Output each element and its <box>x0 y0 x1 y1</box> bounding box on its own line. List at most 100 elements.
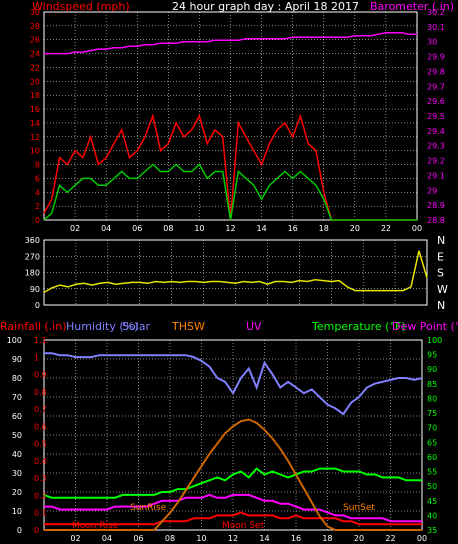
direction-panel-series <box>43 250 428 294</box>
direction-label: W <box>437 283 448 296</box>
x-tick: 04 <box>102 534 112 543</box>
y-tick-temp: 80 <box>427 394 437 403</box>
y-tick-left: 0 <box>35 216 40 225</box>
annotation-sunrise: SunRise <box>130 503 167 513</box>
y-tick-left: 28 <box>30 22 40 31</box>
series-line-thsw <box>44 511 422 526</box>
direction-label: E <box>437 250 444 263</box>
annotation-moonset: Moon Set <box>222 521 265 531</box>
series-line-solar <box>44 418 422 531</box>
y-tick-left: 10 <box>30 147 40 156</box>
y-tick: 90 <box>30 285 40 294</box>
series-line-humidity <box>44 352 423 416</box>
direction-label: S <box>437 267 444 280</box>
direction-label: N <box>437 299 445 312</box>
x-tick: 10 <box>196 534 206 543</box>
y-tick-right: 30.2 <box>427 8 445 17</box>
legend-solar: Solar <box>122 320 151 333</box>
y-tick: 0 <box>35 301 40 310</box>
x-tick: 16 <box>291 534 301 543</box>
y-tick-humidity: 40 <box>12 450 22 459</box>
x-tick: 06 <box>132 224 142 233</box>
y-tick-temp: 60 <box>427 453 437 462</box>
y-tick-rain: 0.1 <box>34 509 47 518</box>
y-tick-humidity: 50 <box>12 431 22 440</box>
y-tick-right: 29.3 <box>427 142 445 151</box>
y-tick-left: 18 <box>30 91 40 100</box>
y-tick-rain: 0.8 <box>34 388 47 397</box>
y-tick-right: 29.7 <box>427 82 445 91</box>
x-tick: 22 <box>385 534 395 543</box>
x-tick: 20 <box>350 224 360 233</box>
y-tick-humidity: 20 <box>12 488 22 497</box>
x-tick: 08 <box>165 534 175 543</box>
y-tick-right: 30 <box>427 38 437 47</box>
y-tick-rain: 0.4 <box>34 457 47 466</box>
x-tick: 12 <box>225 224 235 233</box>
y-tick-humidity: 70 <box>12 393 22 402</box>
x-tick: 20 <box>354 534 364 543</box>
series-line-temperature <box>43 467 422 499</box>
y-tick: 270 <box>25 252 40 261</box>
x-tick: 16 <box>288 224 298 233</box>
y-tick-temp: 65 <box>427 438 437 447</box>
y-tick: 180 <box>25 269 40 278</box>
legend-rainfall: Rainfall (.in) <box>0 320 67 333</box>
y-tick-left: 26 <box>30 36 40 45</box>
y-tick-temp: 75 <box>427 409 437 418</box>
annotation-moonrise: Moon Rise <box>72 521 119 531</box>
y-tick-temp: 45 <box>427 497 437 506</box>
y-tick-left: 22 <box>30 63 40 72</box>
series-line-dewpoint <box>44 493 422 523</box>
x-tick: 10 <box>194 224 204 233</box>
series-line-barometer <box>44 32 417 55</box>
x-tick: 18 <box>319 224 329 233</box>
y-tick-right: 29.4 <box>427 127 445 136</box>
direction-label: N <box>437 234 445 247</box>
y-tick-right: 29.6 <box>427 97 445 106</box>
y-tick-rain: 0 <box>34 526 39 535</box>
y-tick-left: 8 <box>35 161 40 170</box>
x-tick: 12 <box>228 534 238 543</box>
y-tick-right: 29.8 <box>427 67 445 76</box>
y-tick-left: 30 <box>30 8 40 17</box>
y-tick-rain: 1 <box>34 353 39 362</box>
y-tick-temp: 90 <box>427 365 437 374</box>
y-tick-left: 4 <box>35 188 40 197</box>
y-tick-right: 29.2 <box>427 157 445 166</box>
y-tick-humidity: 100 <box>7 336 22 345</box>
y-tick-temp: 70 <box>427 424 437 433</box>
y-tick-left: 20 <box>30 77 40 86</box>
y-tick-temp: 55 <box>427 468 437 477</box>
y-tick-right: 29.9 <box>427 53 445 62</box>
y-tick-humidity: 90 <box>12 355 22 364</box>
legend-uv: UV <box>246 320 262 333</box>
y-tick-rain: 0.5 <box>34 440 47 449</box>
y-tick-humidity: 60 <box>12 412 22 421</box>
y-tick-rain: 0.3 <box>34 474 47 483</box>
chart-title: 24 hour graph day : April 18 2017 <box>172 0 359 13</box>
y-tick-right: 30.1 <box>427 23 445 32</box>
y-tick-right: 28.8 <box>427 216 445 225</box>
y-tick-temp: 95 <box>427 351 437 360</box>
humidity-panel-series <box>43 352 423 531</box>
wind-panel-series <box>43 32 417 221</box>
y-tick-left: 14 <box>30 119 40 128</box>
legend-temperature: Temperature (°F) <box>311 320 406 333</box>
y-tick-left: 6 <box>35 174 40 183</box>
windspeed-axis-label: Windspeed (mph) <box>32 0 130 13</box>
y-tick-right: 29.5 <box>427 112 445 121</box>
y-tick-rain: 0.2 <box>34 491 47 500</box>
y-tick-temp: 50 <box>427 482 437 491</box>
x-tick: 00 <box>412 224 422 233</box>
y-tick-rain: 0.6 <box>34 422 47 431</box>
annotation-sunset: SunSet <box>343 503 375 513</box>
x-tick: 18 <box>322 534 332 543</box>
series-line-direction <box>43 250 428 294</box>
y-tick-humidity: 30 <box>12 469 22 478</box>
barometer-axis-label: Barometer (.in) <box>370 0 454 13</box>
legend-thsw: THSW <box>171 320 205 333</box>
y-tick-right: 29.1 <box>427 171 445 180</box>
